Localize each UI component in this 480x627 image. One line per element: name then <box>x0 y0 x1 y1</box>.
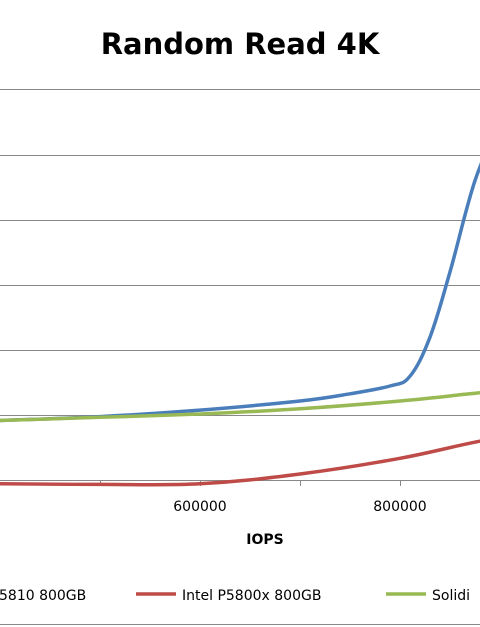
series-lines <box>0 161 480 487</box>
x-axis-ticks: 60000080000010000001200000 <box>100 480 427 515</box>
legend: 5810 800GB Intel P5800x 800GB Solidi <box>0 588 470 604</box>
legend-label-series-1: Intel P5800x 800GB <box>182 588 321 604</box>
chart-title: Random Read 4K <box>101 27 381 61</box>
gridlines <box>0 89 480 416</box>
legend-label-series-0: 5810 800GB <box>0 588 86 604</box>
x-tick-label-1: 800000 <box>373 499 426 515</box>
series-line-0 <box>0 161 480 423</box>
x-axis-label: IOPS <box>246 532 283 548</box>
legend-label-series-2: Solidi <box>432 588 470 604</box>
series-line-1 <box>0 439 480 487</box>
x-tick-label-0: 600000 <box>173 499 226 515</box>
series-line-2 <box>0 390 480 423</box>
